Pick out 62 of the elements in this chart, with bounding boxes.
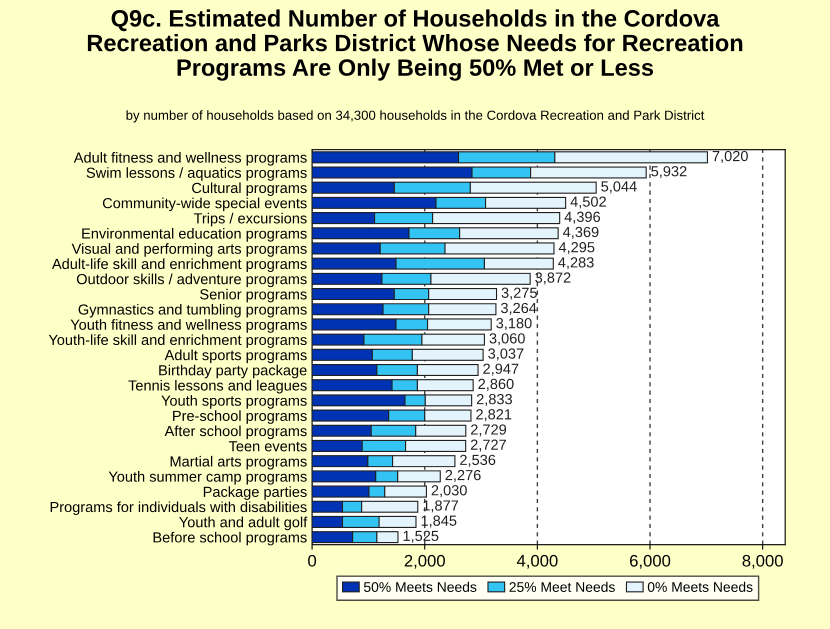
- legend-label: 50% Meets Needs: [364, 582, 476, 592]
- total-label: 3,037: [488, 348, 524, 360]
- y-tick-label: Youth and adult golf: [179, 516, 308, 530]
- y-tick-label: Martial arts programs: [170, 456, 307, 470]
- x-tick-label: 2,000: [404, 554, 445, 569]
- total-label: 4,369: [562, 226, 598, 239]
- y-tick-label: Programs for individuals with disabilities: [50, 501, 307, 516]
- total-label: 3,180: [496, 318, 532, 330]
- total-label: 3,275: [502, 288, 537, 300]
- total-label: 2,536: [460, 454, 496, 467]
- x-tick-label: 6,000: [630, 554, 670, 569]
- total-label: 5,932: [651, 166, 686, 178]
- total-label: 3,872: [535, 272, 570, 284]
- total-label: 5,044: [601, 181, 637, 194]
- total-label: 2,276: [446, 470, 481, 482]
- total-label: 4,295: [558, 242, 594, 254]
- legend-label: 0% Meets Needs: [648, 582, 753, 592]
- total-label: 2,727: [470, 440, 506, 452]
- y-tick-label: Adult-life skill and enrichment programs: [52, 258, 307, 272]
- total-label: 1,845: [422, 516, 456, 528]
- total-label: 7,020: [712, 150, 748, 163]
- total-label: 2,860: [478, 378, 514, 391]
- y-tick-label: Pre-school programs: [173, 410, 307, 424]
- y-tick-label: Adult fitness and wellness programs: [74, 152, 307, 166]
- x-tick-label: 8,000: [742, 554, 783, 569]
- total-label: 3,060: [489, 333, 525, 346]
- y-tick-label: Senior programs: [200, 288, 307, 302]
- y-tick-label: Youth sports programs: [161, 395, 307, 409]
- y-tick-label: After school programs: [164, 425, 307, 440]
- y-tick-label: Trips / excursions: [194, 212, 307, 226]
- total-label: 2,030: [432, 485, 467, 498]
- chart-subtitle: by number of households based on 34,300 households in the Cordova Recreation and Park District: [126, 110, 704, 123]
- y-tick-label: Environmental education programs: [82, 228, 307, 242]
- total-label: 4,283: [558, 257, 594, 270]
- legend-label: 25% Meet Needs: [510, 582, 615, 592]
- total-label: 1,525: [404, 530, 438, 543]
- y-tick-label: Youth fitness and wellness programs: [70, 319, 307, 333]
- y-tick-label: Swim lessons / aquatics programs: [86, 167, 307, 181]
- total-label: 2,729: [471, 424, 506, 436]
- x-tick-label: 0: [308, 554, 316, 567]
- y-tick-label: Outdoor skills / adventure programs: [76, 274, 307, 288]
- y-tick-label: Visual and performing arts programs: [72, 243, 307, 257]
- y-tick-label: Community-wide special events: [102, 198, 307, 212]
- y-tick-label: Package parties: [204, 486, 307, 500]
- y-tick-label: Tennis lessons and leagues: [128, 380, 307, 394]
- y-tick-label: Cultural programs: [192, 182, 307, 196]
- total-label: 3,264: [500, 302, 536, 315]
- total-label: 2,947: [483, 364, 518, 376]
- y-tick-label: Teen events: [228, 441, 307, 452]
- total-label: 4,396: [564, 212, 600, 224]
- total-label: 2,833: [476, 394, 512, 406]
- y-tick-label: Youth-life skill and enrichment programs: [48, 334, 307, 348]
- y-tick-label: Youth summer camp programs: [108, 471, 307, 485]
- y-tick-label: Before school programs: [154, 532, 307, 546]
- chart-title: Q9c. Estimated Number of Households in the Cordova Recreation and Parks District Whose Needs for Recreation Programs Are Only Being 50% Met or Less: [88, 9, 742, 81]
- x-tick-label: 4,000: [516, 554, 558, 569]
- total-label: 2,821: [476, 409, 512, 422]
- y-tick-label: Adult sports programs: [164, 350, 307, 364]
- total-label: 4,502: [570, 196, 606, 209]
- total-label: 1,877: [423, 500, 458, 512]
- y-tick-label: Gymnastics and tumbling programs: [78, 304, 307, 318]
- y-tick-label: Birthday party package: [159, 364, 307, 378]
